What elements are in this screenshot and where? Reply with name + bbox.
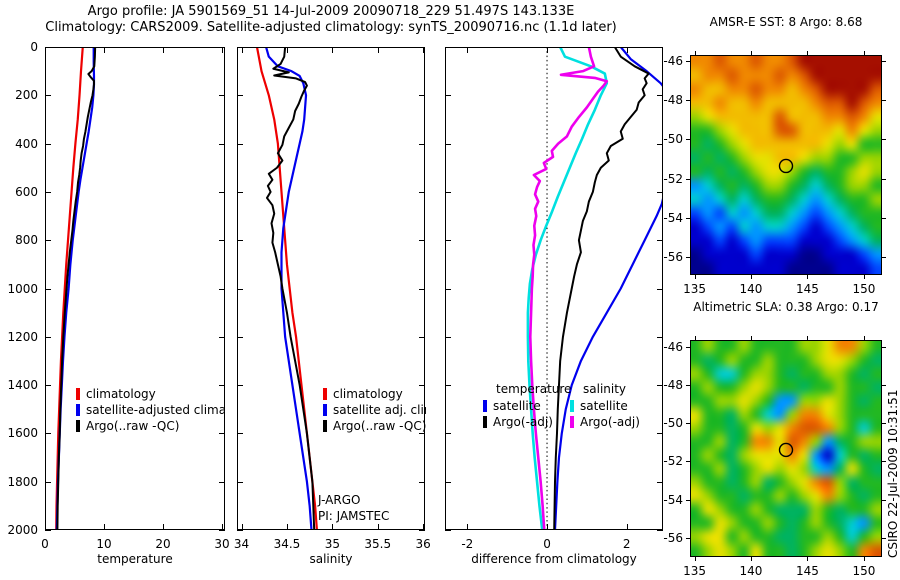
tick-label: 800	[15, 233, 38, 248]
tick-label: 135	[683, 282, 706, 296]
tick-label: 145	[796, 564, 819, 578]
sla-map-title: Altimetric SLA: 0.38 Argo: 0.17	[693, 300, 879, 314]
tick-label: 145	[796, 282, 819, 296]
temperature-axis-label: temperature	[97, 552, 173, 566]
tick-label: 150	[852, 282, 876, 296]
legend-item: Argo(-adj)	[570, 414, 660, 430]
tick-label: 34.5	[273, 537, 301, 551]
legend-header: salinity	[583, 382, 627, 396]
salinity-profile-plot	[231, 41, 431, 536]
argo-sal-swatch	[570, 416, 574, 428]
legend-item: climatology	[76, 386, 224, 402]
tick-label: -56	[663, 530, 683, 545]
sst-map-title: AMSR-E SST: 8 Argo: 8.68	[709, 15, 863, 29]
argo-temp-swatch	[483, 416, 487, 428]
tick-label: 35.5	[364, 537, 392, 551]
salinity-axis-label: salinity	[309, 552, 353, 566]
legend-item: climatology	[323, 386, 426, 402]
tick-label: 34	[233, 537, 250, 551]
tick-label: -50	[663, 416, 683, 431]
legend-item: Argo(..raw -QC)	[76, 418, 224, 434]
legend-header: temperature	[496, 382, 571, 396]
tick-label: -56	[663, 250, 683, 265]
figure-header: Argo profile: JA 5901569_51 14-Jul-2009 …	[0, 4, 662, 36]
tick-label: 1800	[7, 474, 38, 489]
legend-item: satellite	[483, 398, 571, 414]
tick-label: 150	[852, 564, 876, 578]
legend-item: satellite	[570, 398, 660, 414]
legend-label: Argo(-adj)	[580, 415, 640, 429]
argo-swatch	[323, 420, 327, 432]
program-annotation: J-ARGO PI: JAMSTEC	[318, 492, 389, 524]
tick-label: 600	[15, 184, 38, 199]
tick-label: 1600	[7, 426, 38, 441]
tick-label: 1400	[7, 378, 38, 393]
argo-swatch	[76, 420, 80, 432]
tick-label: 36	[415, 537, 431, 551]
tick-label: 35	[324, 537, 340, 551]
tick-label: 20	[155, 537, 171, 551]
tick-label: 1000	[7, 281, 38, 296]
tick-label: 0	[41, 537, 49, 551]
program-name: J-ARGO	[318, 493, 361, 507]
tick-label: -48	[663, 93, 683, 108]
figure-title: Argo profile: JA 5901569_51 14-Jul-2009 …	[87, 4, 575, 19]
tick-label: 30	[214, 537, 230, 551]
tick-label: -2	[461, 537, 474, 551]
tick-label: 10	[96, 537, 112, 551]
legend-label: satellite	[580, 399, 628, 413]
legend-label: climatology	[86, 387, 156, 401]
tick-label: 0	[30, 40, 38, 54]
legend-label: Argo(..raw -QC)	[86, 419, 180, 433]
diff-temperature-legend: temperature satellite Argo(-adj)	[483, 382, 571, 430]
diff-salinity-legend: salinity satellite Argo(-adj)	[570, 382, 660, 430]
satellite-sal-swatch	[570, 400, 574, 412]
tick-label: 0	[543, 537, 551, 551]
legend-label: satellite-adjusted climatology	[86, 403, 224, 417]
temperature-legend: climatology satellite-adjusted climatolo…	[76, 386, 224, 434]
sst-map	[684, 49, 888, 281]
tick-label: -52	[663, 171, 683, 186]
figure-subtitle: Climatology: CARS2009. Satellite-adjuste…	[45, 20, 617, 35]
tick-label: -46	[663, 339, 683, 354]
temperature-profile-plot	[39, 41, 231, 536]
sla-map	[684, 334, 888, 563]
tick-label: -46	[663, 53, 683, 68]
tick-label: 140	[739, 564, 763, 578]
tick-label: 1200	[7, 329, 38, 344]
program-pi: PI: JAMSTEC	[318, 509, 390, 523]
tick-label: 2	[622, 537, 631, 551]
difference-profile-plot	[439, 41, 669, 536]
tick-label: 200	[15, 88, 38, 103]
difference-axis-label: difference from climatology	[471, 552, 637, 566]
tick-label: 135	[683, 564, 706, 578]
legend-label: Argo(-adj)	[493, 415, 553, 429]
legend-label: climatology	[333, 387, 403, 401]
salinity-legend: climatology satellite adj. clim. Argo(..…	[323, 386, 426, 434]
climatology-swatch	[323, 388, 327, 400]
tick-label: 2000	[7, 523, 38, 537]
legend-label: satellite adj. clim.	[333, 403, 426, 417]
tick-label: -52	[663, 454, 683, 469]
legend-item: satellite adj. clim.	[323, 402, 426, 418]
satellite-adj-swatch	[323, 404, 327, 416]
legend-label: satellite	[493, 399, 541, 413]
tick-label: -54	[663, 211, 683, 226]
satellite-adjusted-swatch	[76, 404, 80, 416]
tick-label: 140	[739, 282, 763, 296]
csiro-timestamp: CSIRO 22-Jul-2009 10:31:51	[886, 389, 900, 558]
legend-item: Argo(..raw -QC)	[323, 418, 426, 434]
tick-label: -48	[663, 377, 683, 392]
tick-label: -50	[663, 132, 683, 147]
legend-label: Argo(..raw -QC)	[333, 419, 426, 433]
legend-item: Argo(-adj)	[483, 414, 571, 430]
tick-label: 400	[15, 136, 38, 151]
tick-label: -54	[663, 492, 683, 507]
legend-item: satellite-adjusted climatology	[76, 402, 224, 418]
climatology-swatch	[76, 388, 80, 400]
satellite-temp-swatch	[483, 400, 487, 412]
